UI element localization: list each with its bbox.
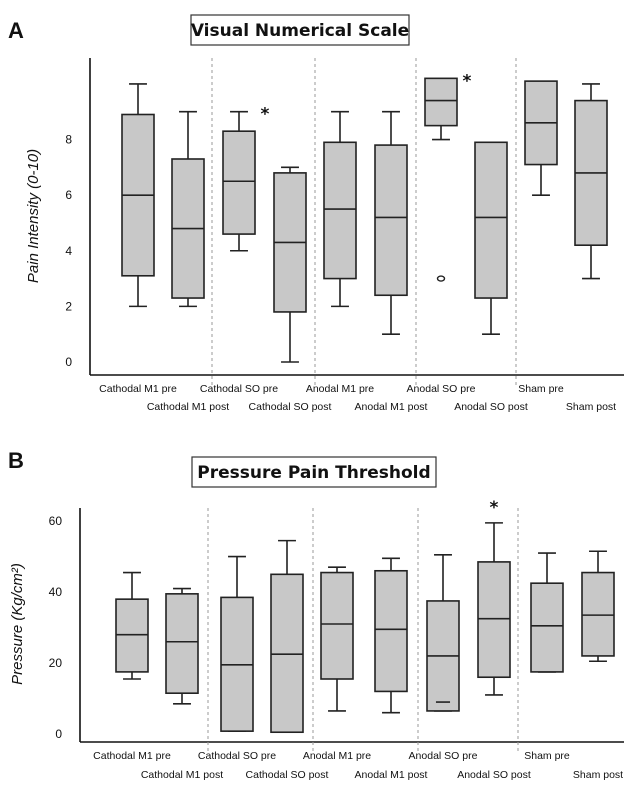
x-category-label: Anodal M1 post xyxy=(355,769,428,781)
box-iqr xyxy=(270,573,304,734)
x-category-label: Cathodal M1 pre xyxy=(99,383,177,395)
panel-letter: B xyxy=(8,448,24,473)
panel-a: A Visual Numerical Scale 0 2 4 6 8 Pain Intensi… xyxy=(8,14,624,413)
box-3 xyxy=(222,110,256,252)
box-5 xyxy=(323,110,357,308)
significance-star: * xyxy=(490,498,499,518)
x-category-label: Anodal M1 pre xyxy=(303,750,371,762)
box-9 xyxy=(530,552,564,673)
y-tick-label: 0 xyxy=(65,355,72,369)
x-category-label: Cathodal SO post xyxy=(249,401,332,413)
significance-star: * xyxy=(261,105,270,125)
y-tick-label: 40 xyxy=(49,585,63,599)
significance-star: * xyxy=(463,71,472,91)
x-category-label: Cathodal M1 pre xyxy=(93,750,171,762)
box-2 xyxy=(171,110,205,308)
outlier-point xyxy=(436,275,446,282)
box-10 xyxy=(574,83,608,280)
box-3 xyxy=(220,555,254,732)
x-category-label: Anodal SO post xyxy=(457,769,531,781)
box-1 xyxy=(121,83,155,308)
y-tick-label: 8 xyxy=(65,133,72,147)
y-tick-label: 2 xyxy=(65,299,72,313)
y-axis-label: Pressure (Kg/cm²) xyxy=(9,563,26,685)
y-tick-label: 0 xyxy=(55,727,62,741)
chart-title-box xyxy=(191,456,437,488)
box-iqr xyxy=(222,130,256,235)
box-iqr xyxy=(115,598,149,673)
x-category-label: Cathodal SO pre xyxy=(200,383,278,395)
x-category-label: Cathodal SO post xyxy=(246,769,329,781)
box-iqr xyxy=(323,141,357,280)
y-axis-label: Pain Intensity (0-10) xyxy=(25,149,42,283)
chart-title: Visual Numerical Scale xyxy=(191,21,409,41)
x-category-label: Anodal SO post xyxy=(454,401,528,413)
box-iqr xyxy=(165,593,199,694)
box-iqr xyxy=(581,571,615,657)
box-iqr xyxy=(320,571,354,680)
y-tick-label: 60 xyxy=(49,514,63,528)
box-iqr xyxy=(474,141,508,299)
box-iqr xyxy=(477,561,511,679)
box-7 xyxy=(426,554,460,712)
box-10 xyxy=(581,550,615,663)
box-8 xyxy=(477,522,511,696)
x-category-label: Sham pre xyxy=(518,383,564,395)
box-5 xyxy=(320,566,354,712)
x-category-label: Anodal SO pre xyxy=(409,750,478,762)
chart-title-box xyxy=(190,14,410,46)
box-1 xyxy=(115,571,149,680)
panel-b: B Pressure Pain Threshold 0 20 40 60 Pressure … xyxy=(8,448,624,781)
box-2 xyxy=(165,587,199,705)
x-category-label: Cathodal SO pre xyxy=(198,750,276,762)
x-category-label: Sham pre xyxy=(524,750,570,762)
chart-title: Pressure Pain Threshold xyxy=(197,463,430,483)
box-4 xyxy=(273,166,307,363)
x-category-label: Anodal SO pre xyxy=(407,383,476,395)
y-tick-label: 6 xyxy=(65,188,72,202)
y-tick-label: 20 xyxy=(49,656,63,670)
box-4 xyxy=(270,539,304,734)
box-iqr xyxy=(530,582,564,673)
box-6 xyxy=(374,557,408,714)
x-category-label: Cathodal M1 post xyxy=(147,401,229,413)
box-9 xyxy=(524,80,558,196)
box-iqr xyxy=(374,144,408,297)
x-category-label: Sham post xyxy=(573,769,623,781)
box-8 xyxy=(474,141,508,335)
x-category-label: Sham post xyxy=(566,401,616,413)
panel-letter: A xyxy=(8,18,24,43)
x-category-label: Anodal M1 pre xyxy=(306,383,374,395)
box-iqr xyxy=(424,77,458,127)
box-6 xyxy=(374,110,408,335)
box-7 xyxy=(424,77,458,282)
box-iqr xyxy=(374,569,408,693)
y-tick-label: 4 xyxy=(65,244,72,258)
x-category-label: Anodal M1 post xyxy=(355,401,428,413)
x-category-label: Cathodal M1 post xyxy=(141,769,223,781)
